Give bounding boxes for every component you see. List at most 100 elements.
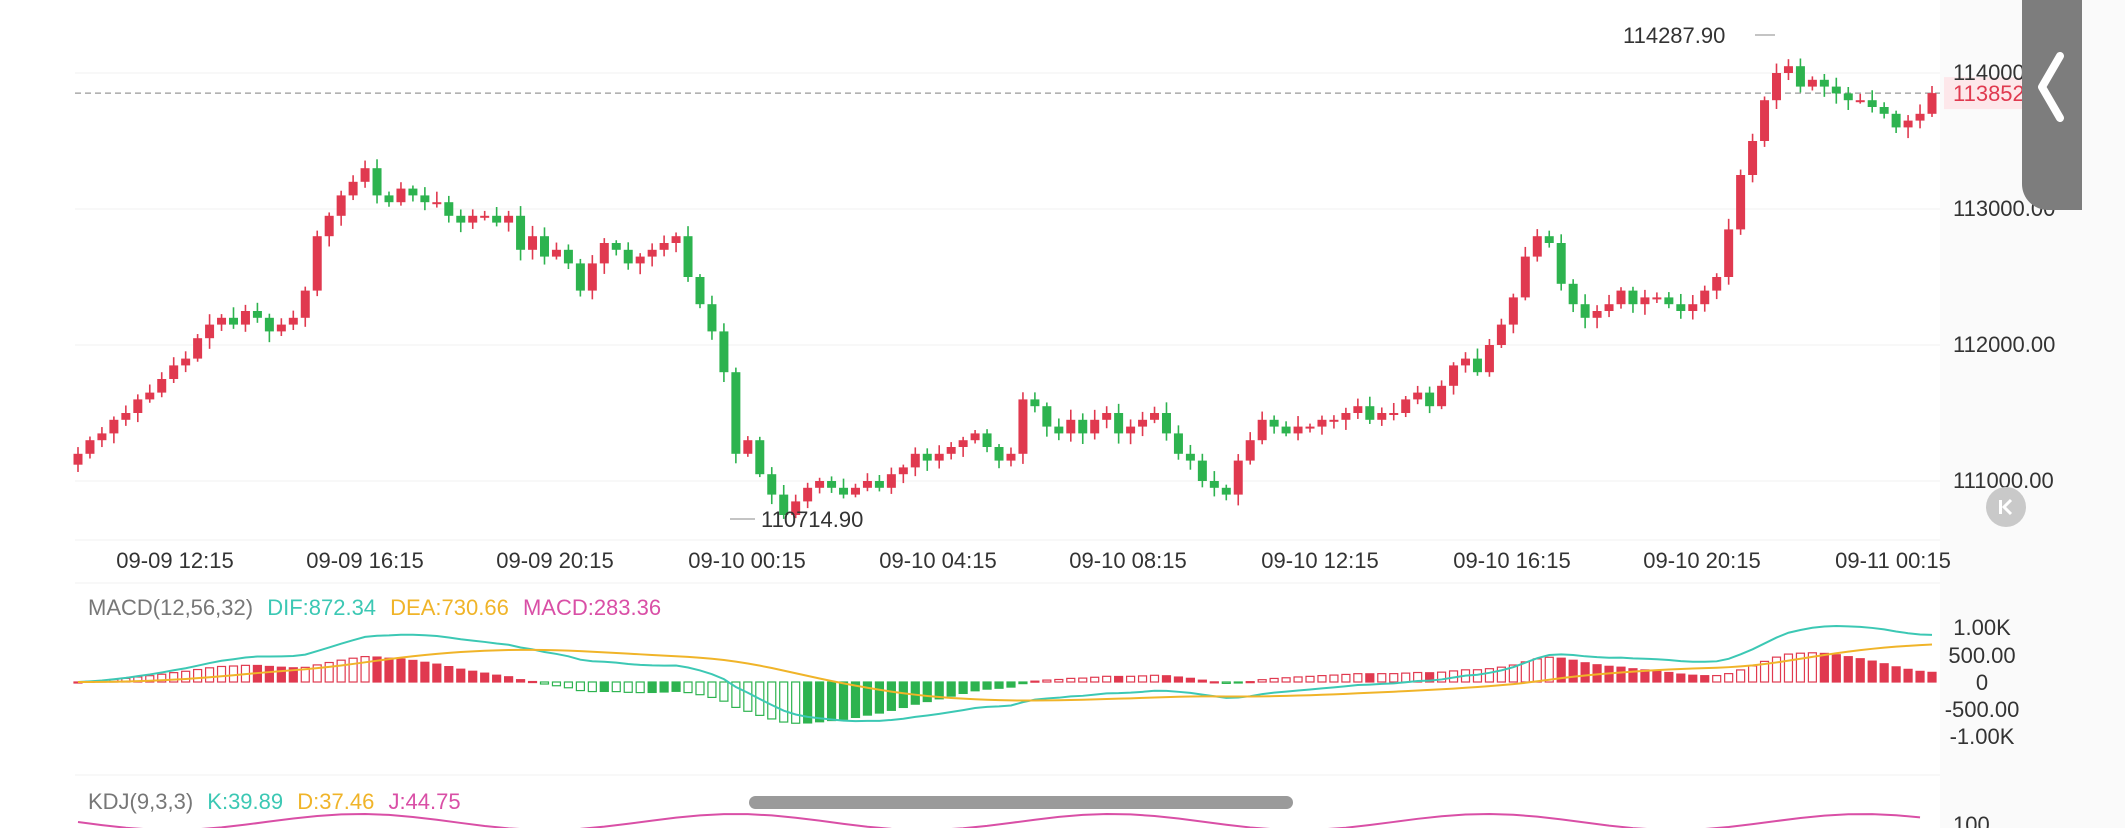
- macd-tick-label: 1.00K: [1953, 615, 2011, 640]
- macd-histogram-bar: [348, 657, 358, 683]
- side-panel-toggle[interactable]: [2022, 0, 2082, 210]
- scrollbar-handle[interactable]: [749, 796, 1293, 809]
- candle-body: [910, 453, 920, 468]
- candle-body: [587, 263, 597, 291]
- skip-back-icon: [1999, 498, 2013, 516]
- macd-histogram-bar: [803, 681, 813, 724]
- candle-body: [1269, 419, 1279, 427]
- macd-histogram-bar: [599, 681, 609, 693]
- candle-body: [1305, 426, 1315, 429]
- macd-histogram-bar: [444, 666, 454, 683]
- macd-histogram-bar: [1114, 675, 1124, 683]
- macd-histogram-bar: [922, 681, 932, 703]
- macd-histogram-bar: [623, 681, 633, 693]
- macd-histogram-bar: [791, 681, 801, 724]
- min-price-label: 110714.90: [761, 507, 863, 532]
- macd-histogram-bar: [898, 681, 908, 709]
- last-price-box: [1944, 77, 2024, 110]
- macd-histogram-bar: [1245, 681, 1255, 684]
- macd-histogram-bar: [1078, 677, 1088, 683]
- macd-histogram-bar: [1305, 675, 1315, 683]
- candle-body: [444, 202, 454, 216]
- macd-histogram-bar: [1532, 658, 1542, 683]
- macd-histogram-bar: [204, 667, 215, 683]
- candle-body: [791, 501, 801, 515]
- macd-histogram-bar: [743, 681, 753, 712]
- macd-histogram-bar: [1628, 668, 1638, 683]
- candle-body: [528, 236, 538, 250]
- candle-body: [755, 440, 765, 475]
- time-tick-label: 09-09 12:15: [116, 548, 233, 573]
- candle-body: [743, 440, 753, 454]
- macd-histogram-bar: [1915, 670, 1925, 683]
- macd-histogram-bar: [492, 674, 502, 683]
- macd-histogram-bar: [527, 680, 538, 684]
- candle-body: [1915, 113, 1925, 121]
- macd-histogram-bar: [515, 679, 526, 683]
- macd-histogram-bar: [1688, 674, 1698, 683]
- kdj-d-label: D:37.46: [297, 789, 374, 814]
- macd-panel: 1.00K 500.000-500.00-1.00K: [73, 615, 2019, 749]
- svg-text:KDJ(9,3,3) K:39.89 D:3: KDJ(9,3,3) K:39.89 D:37.46 J:44.75: [88, 789, 461, 814]
- macd-histogram-bar: [1377, 673, 1387, 683]
- candle-body: [324, 215, 334, 237]
- macd-histogram-bar: [408, 659, 418, 683]
- macd-dea-line: [77, 643, 1933, 702]
- candle-body: [874, 481, 884, 488]
- macd-dif-line: [77, 625, 1933, 723]
- candle-body: [300, 290, 310, 318]
- candle-body: [994, 447, 1004, 461]
- candle-body: [217, 317, 227, 325]
- candle-body: [1317, 419, 1327, 427]
- candle-body: [862, 481, 872, 488]
- candle-body: [1341, 413, 1351, 420]
- candle-body: [169, 365, 179, 379]
- candle-body: [1532, 236, 1542, 257]
- macd-histogram-bar: [264, 665, 274, 683]
- macd-histogram-bar: [1783, 653, 1794, 683]
- macd-histogram-bar: [1221, 681, 1231, 684]
- candle-body: [779, 494, 789, 515]
- macd-histogram-bar: [1257, 679, 1267, 683]
- macd-histogram-bar: [707, 681, 717, 699]
- candle-body: [205, 324, 215, 339]
- candle-body: [767, 474, 777, 495]
- macd-histogram-bar: [1018, 681, 1028, 685]
- macd-histogram-bar: [1616, 666, 1626, 683]
- candle-body: [683, 236, 693, 277]
- macd-histogram-bar: [1807, 652, 1817, 683]
- candle-body: [1628, 290, 1638, 305]
- macd-histogram-bar: [838, 681, 849, 720]
- macd-histogram-bar: [1102, 675, 1112, 683]
- macd-dif-label: DIF:872.34: [267, 595, 376, 620]
- candle-body: [1102, 413, 1112, 420]
- candle-body: [1233, 460, 1243, 495]
- candle-body: [1616, 290, 1626, 305]
- candle-body: [934, 453, 944, 461]
- macd-histogram-bar: [468, 670, 478, 683]
- macd-histogram-bar: [862, 681, 873, 716]
- candle-body: [719, 331, 729, 373]
- candle-body: [516, 215, 526, 250]
- macd-value-label: MACD:283.36: [523, 595, 661, 620]
- macd-histogram-bar: [216, 665, 227, 683]
- macd-histogram-bar: [1317, 675, 1327, 683]
- scroll-to-latest-button[interactable]: [1986, 487, 2026, 527]
- macd-histogram-bar: [1700, 675, 1710, 683]
- macd-histogram-bar: [910, 681, 920, 705]
- candle-body: [181, 358, 191, 366]
- candle-body: [384, 195, 394, 203]
- candle-body: [1078, 419, 1088, 434]
- candle-body: [1018, 399, 1028, 454]
- macd-histogram-bar: [1030, 680, 1040, 683]
- max-price-label: 114287.90: [1623, 23, 1725, 48]
- candle-body: [492, 215, 502, 223]
- macd-histogram-bar: [958, 681, 968, 695]
- macd-histogram-bar: [1724, 673, 1734, 683]
- candle-body: [1389, 413, 1399, 415]
- candle-body: [551, 249, 561, 257]
- candle-body: [1879, 107, 1889, 114]
- candle-body: [599, 243, 609, 264]
- candle-body: [1090, 419, 1100, 434]
- candle-body: [898, 467, 908, 475]
